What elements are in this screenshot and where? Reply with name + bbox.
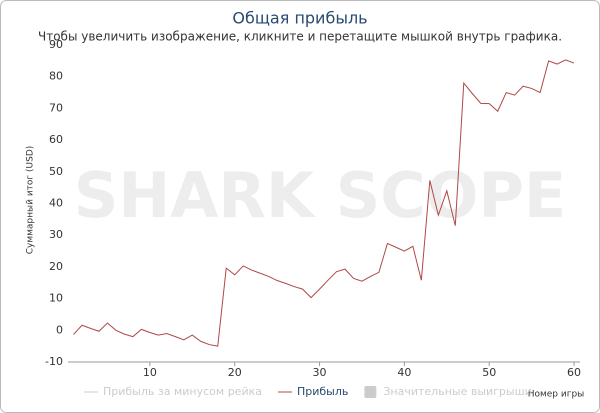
legend-label: Прибыль (297, 385, 348, 398)
x-tick-label: 30 (313, 366, 327, 379)
y-tick-label: 90 (49, 38, 63, 51)
x-axis-title: Номер игры (528, 390, 585, 400)
x-tick-label: 40 (397, 366, 411, 379)
y-tick-label: 70 (49, 101, 63, 114)
chart-subtitle: Чтобы увеличить изображение, кликните и … (38, 30, 562, 44)
x-tick-label: 60 (567, 366, 581, 379)
y-tick-label: 40 (49, 197, 63, 210)
y-tick-label: 50 (49, 165, 63, 178)
legend-label: Значительные выигрыши (383, 385, 531, 398)
y-axis-title: Суммарный итог (USD) (26, 146, 36, 255)
y-tick-label: 30 (49, 228, 63, 241)
line-series (73, 59, 575, 347)
legend-label: Прибыль за минусом рейка (103, 385, 262, 398)
x-tick-label: 50 (482, 366, 496, 379)
y-tick-label: 10 (49, 292, 63, 305)
y-tick-label: 20 (49, 260, 63, 273)
y-tick-label: 60 (49, 133, 63, 146)
watermark: SHARK SCOPE (74, 159, 567, 232)
x-tick-label: 20 (228, 366, 242, 379)
chart-title: Общая прибыль (232, 9, 367, 28)
legend-symbol (364, 386, 377, 398)
y-tick-label: -10 (45, 355, 63, 368)
x-tick-label: 10 (143, 366, 157, 379)
y-tick-label: 80 (49, 70, 63, 83)
y-tick-label: 0 (56, 323, 63, 336)
